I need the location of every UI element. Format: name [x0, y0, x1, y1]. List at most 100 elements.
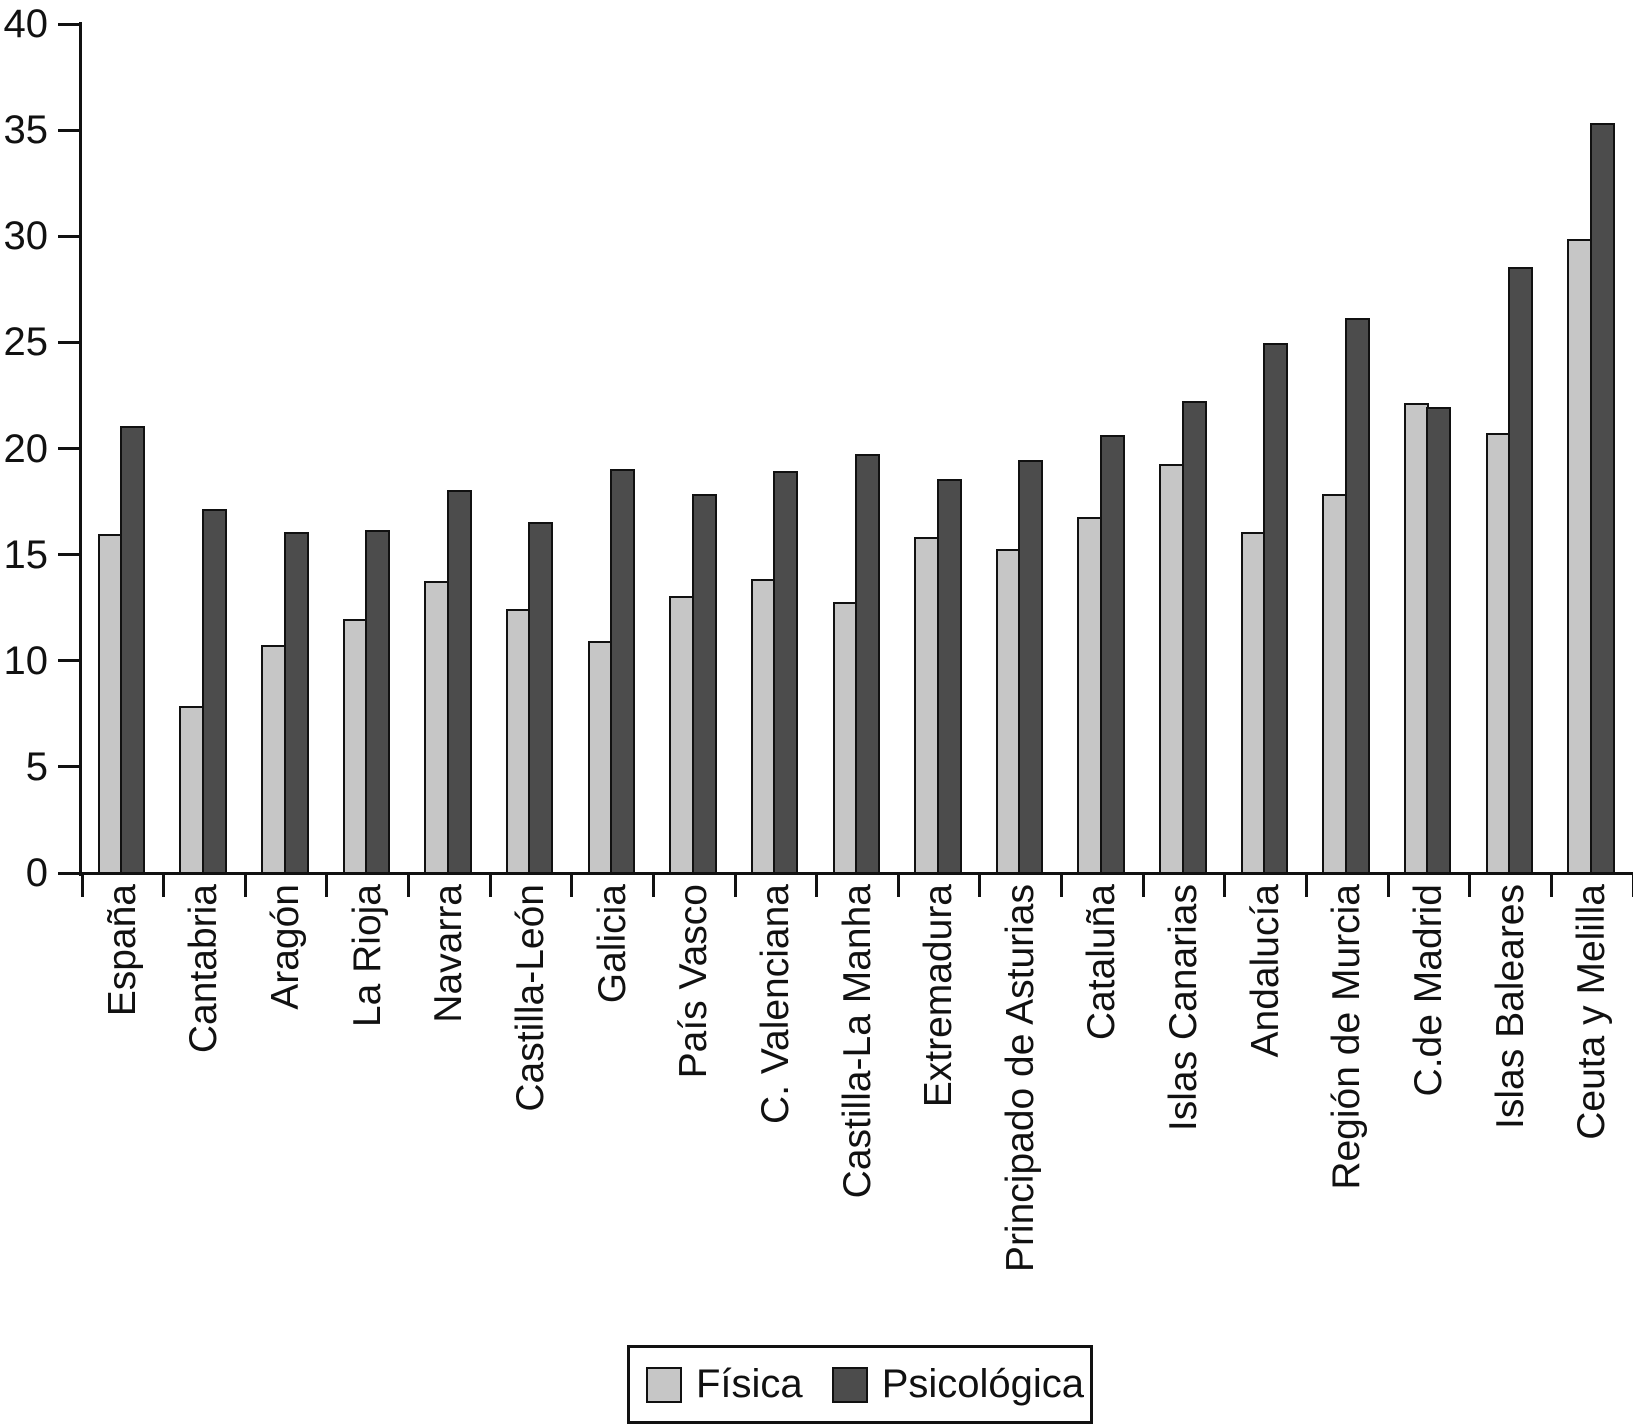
x-axis-tick [1060, 873, 1064, 897]
bar-psicologica-13 [1181, 400, 1207, 874]
bar-fisica-12 [1077, 517, 1103, 874]
legend-swatch-psicologica [831, 1366, 868, 1403]
x-axis-label: C. Valenciana [753, 884, 797, 1124]
x-axis-label: Castilla-La Manha [835, 884, 879, 1199]
bar-psicologica-8 [773, 470, 799, 874]
x-axis-tick [325, 873, 329, 897]
x-axis-label: Galicia [590, 884, 634, 1004]
bar-fisica-17 [1485, 432, 1511, 874]
y-axis-tick [58, 765, 82, 769]
bar-psicologica-10 [936, 479, 962, 874]
x-axis-tick [815, 873, 819, 897]
y-axis-tick [58, 22, 82, 26]
x-axis-label: C.de Madrid [1406, 884, 1450, 1097]
x-axis-label: Castilla-León [508, 884, 552, 1112]
bar-psicologica-14 [1263, 343, 1289, 874]
x-axis-tick [1304, 873, 1308, 897]
bar-psicologica-15 [1344, 317, 1370, 874]
y-tick-label: 20 [3, 426, 49, 471]
x-axis-tick [1631, 873, 1633, 897]
x-axis-tick [570, 873, 574, 897]
bar-fisica-5 [505, 608, 531, 874]
bar-fisica-3 [342, 619, 368, 874]
bar-fisica-13 [1159, 464, 1185, 874]
x-axis-label: Andalucía [1243, 884, 1287, 1058]
x-axis-tick [162, 873, 166, 897]
bar-fisica-18 [1567, 239, 1593, 874]
x-axis-label: Ceuta y Melilla [1570, 884, 1614, 1140]
x-axis-label: Extremadura [917, 884, 961, 1108]
x-axis-label: Cantabria [182, 884, 226, 1054]
x-axis-label: Aragón [264, 884, 308, 1010]
bar-psicologica-2 [283, 532, 309, 874]
x-axis-label: Islas Canarias [1162, 884, 1206, 1132]
bar-psicologica-7 [691, 494, 717, 874]
bar-psicologica-4 [446, 489, 472, 874]
legend-swatch-fisica [646, 1366, 682, 1403]
y-axis-tick [58, 871, 82, 875]
x-axis-label: Cataluña [1080, 884, 1124, 1041]
bar-fisica-10 [914, 536, 940, 874]
y-tick-label: 25 [3, 320, 49, 365]
x-axis-tick [1468, 873, 1472, 897]
bar-fisica-1 [179, 706, 205, 874]
x-axis-tick [243, 873, 247, 897]
bar-psicologica-5 [528, 521, 554, 874]
bar-fisica-11 [995, 549, 1021, 874]
y-tick-label: 40 [3, 2, 49, 46]
x-axis-label: Principado de Asturias [998, 884, 1042, 1273]
bar-fisica-7 [669, 595, 695, 874]
bar-fisica-8 [750, 578, 776, 874]
bar-fisica-0 [97, 534, 123, 874]
x-axis-tick [407, 873, 411, 897]
bar-psicologica-1 [201, 508, 227, 874]
legend: Física Psicológica [627, 1345, 1093, 1424]
bar-fisica-9 [832, 602, 858, 874]
x-axis-tick [1549, 873, 1553, 897]
legend-label: Psicológica [881, 1362, 1085, 1406]
y-axis-tick [58, 553, 82, 557]
x-axis-tick [1223, 873, 1227, 897]
y-tick-label: 5 [25, 744, 48, 789]
y-axis-tick [58, 340, 82, 344]
bar-psicologica-9 [855, 453, 880, 874]
x-axis-label: España [100, 884, 144, 1017]
x-axis-tick [1386, 873, 1390, 897]
x-axis-tick [896, 873, 900, 897]
y-tick-label: 15 [3, 532, 49, 577]
y-axis-tick [58, 447, 82, 450]
bar-psicologica-12 [1099, 434, 1125, 874]
legend-item-psicologica: Psicológica [831, 1362, 1085, 1407]
bar-fisica-4 [424, 581, 450, 874]
bar-psicologica-6 [610, 468, 636, 874]
bar-fisica-15 [1322, 494, 1348, 874]
x-axis-tick [651, 873, 655, 897]
bar-psicologica-17 [1508, 266, 1534, 874]
bar-fisica-6 [587, 640, 613, 874]
y-tick-label: 30 [3, 214, 49, 259]
bar-psicologica-0 [120, 426, 146, 874]
y-axis-tick [58, 659, 82, 663]
bar-fisica-14 [1240, 532, 1266, 874]
legend-item-fisica: Física [646, 1362, 803, 1407]
x-axis-tick [1141, 873, 1145, 897]
x-axis-tick [978, 873, 982, 897]
x-axis-label: La Rioja [345, 884, 389, 1028]
x-axis-label: Islas Baleares [1488, 884, 1532, 1129]
y-axis-tick [58, 128, 82, 132]
bar-psicologica-16 [1426, 407, 1452, 874]
y-axis-tick [58, 234, 82, 238]
x-axis-label: Navarra [427, 884, 471, 1023]
y-tick-label: 35 [3, 108, 49, 153]
bar-psicologica-18 [1589, 122, 1615, 874]
x-axis-tick [733, 873, 737, 897]
legend-label: Física [696, 1362, 803, 1406]
x-axis-label: País Vasco [672, 884, 716, 1079]
bar-fisica-2 [261, 644, 287, 874]
y-tick-label: 0 [25, 851, 48, 895]
x-axis-label: Región de Murcia [1325, 884, 1369, 1190]
x-axis-tick [488, 873, 492, 897]
x-axis-tick [80, 873, 84, 897]
y-tick-label: 10 [3, 638, 49, 683]
